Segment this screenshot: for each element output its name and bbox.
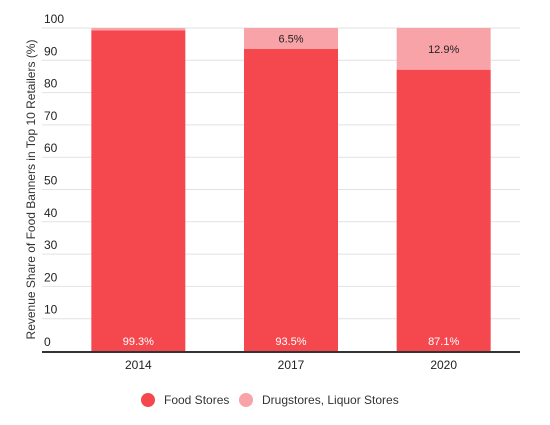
y-tick-label: 10 xyxy=(44,303,58,317)
y-tick-label: 60 xyxy=(44,141,58,155)
data-label: 93.5% xyxy=(275,336,306,348)
y-tick-label: 40 xyxy=(44,206,58,220)
y-tick-label: 30 xyxy=(44,238,58,252)
y-tick-label: 0 xyxy=(44,335,51,349)
data-label: 6.5% xyxy=(278,33,303,45)
bar-food-stores-2020 xyxy=(396,69,491,352)
legend-label: Drugstores, Liquor Stores xyxy=(262,393,399,407)
legend: Food Stores Drugstores, Liquor Stores xyxy=(141,393,399,407)
y-tick-label: 20 xyxy=(44,270,58,284)
legend-label: Food Stores xyxy=(164,393,229,407)
data-labels: 99.3% 93.5% 6.5% 87.1% 12.9% xyxy=(123,33,460,348)
y-tick-label: 50 xyxy=(44,174,58,188)
legend-swatch xyxy=(239,393,253,407)
bar-drugstores-liquor-stores-2017 xyxy=(244,28,338,49)
data-label: 99.3% xyxy=(123,336,154,348)
bar-food-stores-2014 xyxy=(91,30,186,352)
y-tick-label: 90 xyxy=(44,44,58,58)
bars xyxy=(91,28,491,352)
bar-drugstores-liquor-stores-2020 xyxy=(396,28,491,70)
y-tick-label: 70 xyxy=(44,109,58,123)
bar-drugstores-liquor-stores-2014 xyxy=(91,28,186,31)
data-label: 12.9% xyxy=(428,44,459,56)
x-axis-ticks: 2014 2017 2020 xyxy=(125,358,457,372)
x-tick-label: 2020 xyxy=(430,358,457,372)
y-tick-label: 100 xyxy=(44,12,64,26)
y-tick-label: 80 xyxy=(44,77,58,91)
bar-food-stores-2017 xyxy=(244,48,338,352)
x-tick-label: 2017 xyxy=(278,358,305,372)
data-label: 87.1% xyxy=(428,336,459,348)
y-axis-ticks: 0 10 20 30 40 50 60 70 80 90 100 xyxy=(44,12,64,349)
legend-swatch xyxy=(141,393,155,407)
y-axis-title: Revenue Share of Food Banners in Top 10 … xyxy=(24,40,38,340)
x-tick-label: 2014 xyxy=(125,358,152,372)
